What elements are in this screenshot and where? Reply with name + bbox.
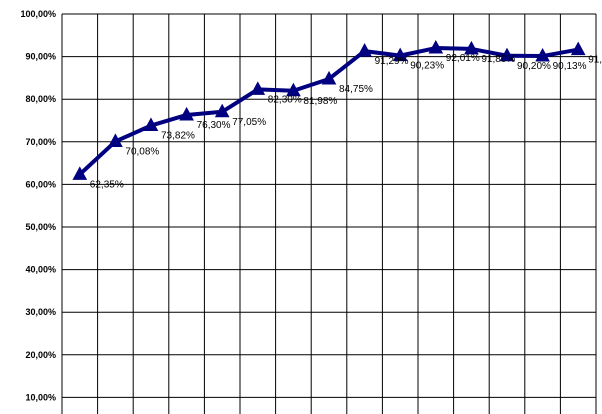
y-tick-label: 60,00% [25, 179, 56, 189]
data-point-marker [286, 82, 301, 97]
data-label: 90,23% [410, 61, 444, 72]
data-label: 70,08% [125, 146, 159, 157]
data-point-marker [535, 48, 550, 62]
data-label: 92,01% [446, 53, 480, 64]
data-point-marker [108, 133, 123, 147]
data-point-marker [214, 103, 230, 118]
data-point-marker [143, 117, 159, 132]
data-label: 91,80% [481, 54, 515, 65]
data-label: 90,13% [553, 61, 587, 72]
y-tick-label: 80,00% [25, 94, 56, 104]
data-label: 84,75% [339, 84, 373, 95]
data-point-marker [392, 47, 408, 62]
data-label: 82,30% [268, 94, 302, 105]
y-tick-label: 70,00% [25, 137, 56, 147]
y-tick-label: 90,00% [25, 52, 56, 62]
y-tick-label: 10,00% [25, 392, 56, 402]
data-label: 73,82% [161, 131, 195, 142]
data-labels: 62,35% 70,08%73,82%76,30% 77,05% 82,30% 81,9… [90, 53, 602, 190]
data-label: 91,29% [375, 56, 409, 67]
data-point-marker [321, 70, 337, 85]
y-tick-label: 20,00% [25, 350, 56, 360]
data-point-marker [570, 41, 586, 56]
y-axis-tick-labels: 10,00% 20,00% 30,00% 40,00% 50,00% 60,00% 70,0… [20, 9, 56, 402]
gridlines [61, 13, 597, 414]
data-point-marker [357, 43, 372, 57]
y-tick-label: 50,00% [25, 222, 56, 232]
data-point-marker [250, 81, 266, 95]
data-point-marker [499, 47, 515, 62]
data-label: 81,98% [303, 96, 337, 107]
data-label: 91,65% [588, 55, 602, 66]
data-label: 76,30% [197, 120, 231, 131]
data-point-marker [179, 106, 194, 121]
data-label: 62,35% [90, 179, 124, 190]
y-tick-label: 40,00% [25, 265, 56, 275]
data-markers [72, 39, 586, 180]
data-point-marker [464, 40, 479, 55]
data-point-marker [72, 166, 88, 180]
data-label: 90,20% [517, 61, 551, 72]
y-tick-label: 30,00% [25, 307, 56, 317]
data-label: 77,05% [232, 117, 266, 128]
y-tick-label: 100,00% [20, 9, 56, 19]
data-point-marker [428, 39, 444, 54]
